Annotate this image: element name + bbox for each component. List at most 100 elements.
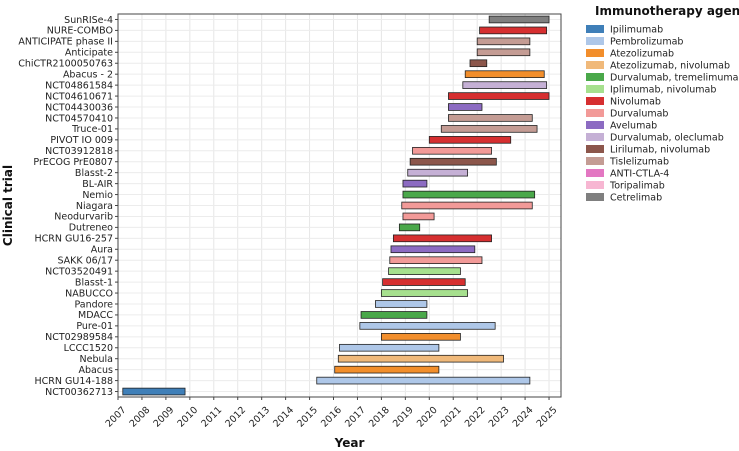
y-tick-label: PrECOG PrE0807 (33, 157, 113, 168)
legend-entry-label: Avelumab (610, 121, 657, 132)
y-tick-label: Aura (91, 245, 113, 256)
y-tick-label: ANTICIPATE phase II (18, 37, 113, 48)
legend-entry-label: Durvalumab, tremelimumab (610, 73, 739, 84)
trial-bar (462, 81, 548, 89)
x-tick-labels: 2007 2008 2009 2010 2011 2012 2013 2014 2015 2016… (104, 397, 560, 430)
trial-bars (122, 15, 550, 396)
x-tick-label: 2021 (439, 405, 464, 430)
y-tick-label: Pure-01 (76, 321, 113, 332)
trial-bar (389, 256, 483, 265)
trial-bar (428, 136, 512, 144)
trial-bar (407, 168, 469, 177)
legend-swatch (586, 61, 604, 69)
trial-bar (360, 311, 428, 319)
trial-bar (337, 354, 504, 363)
trial-bar (448, 103, 483, 111)
trial-bar (388, 267, 461, 275)
y-tick-label: Niagara (76, 201, 113, 212)
y-tick-label: Abacus (78, 365, 113, 376)
legend-swatch (586, 169, 604, 177)
y-tick-label: NCT04861584 (45, 80, 113, 91)
legend-swatch (586, 73, 604, 81)
y-axis-title: Clinical trial (1, 165, 15, 246)
x-tick-label: 2011 (199, 405, 224, 430)
y-tick-label: Truce-01 (71, 124, 113, 135)
trial-bar (390, 245, 476, 254)
trial-bar (398, 223, 421, 232)
legend-swatch (586, 37, 604, 45)
x-tick-label: 2015 (295, 405, 320, 430)
y-tick-label: HCRN GU16-257 (35, 234, 113, 245)
legend-entry-label: Cetrelimab (610, 193, 662, 204)
legend-swatch (586, 25, 604, 33)
y-tick-label: Pandore (74, 299, 113, 310)
trial-bar (402, 190, 536, 199)
legend-swatch (586, 121, 604, 129)
y-tick-label: Nemio (82, 190, 113, 201)
x-tick-label: 2013 (247, 405, 272, 430)
y-tick-label: NCT02989584 (45, 332, 113, 343)
legend-entry-label: Pembrolizumab (610, 37, 683, 48)
x-tick-label: 2014 (271, 405, 296, 430)
trial-bar (402, 212, 435, 221)
trial-bar (469, 59, 488, 68)
y-tick-label: Blasst-1 (75, 277, 113, 288)
y-tick-label: Abacus - 2 (63, 69, 113, 80)
legend-swatch (586, 97, 604, 105)
x-tick-label: 2009 (152, 405, 177, 430)
legend-swatch (586, 145, 604, 153)
trial-bar (476, 48, 531, 57)
legend-swatch (586, 85, 604, 93)
y-tick-label: NCT04430036 (45, 102, 113, 113)
y-tick-label: BL-AIR (82, 179, 113, 190)
x-tick-label: 2017 (343, 405, 368, 430)
x-tick-label: 2022 (463, 405, 488, 430)
y-tick-label: Neodurvarib (54, 212, 113, 223)
trial-bar (412, 146, 492, 155)
y-tick-label: Blasst-2 (75, 168, 113, 179)
y-tick-label: NCT00362713 (45, 387, 113, 398)
x-tick-label: 2012 (223, 405, 248, 430)
legend-entry-label: Ipilimumab (610, 25, 663, 36)
legend: Immunotherapy agent IpilimumabPembrolizu… (586, 4, 739, 204)
legend-swatch (586, 49, 604, 57)
trial-bar (402, 179, 428, 188)
trial-bar (382, 278, 466, 286)
x-tick-label: 2008 (128, 405, 153, 430)
y-tick-label: Nebula (80, 354, 113, 365)
x-tick-label: 2016 (319, 405, 344, 430)
legend-title: Immunotherapy agent (595, 4, 739, 18)
trial-bar (334, 365, 440, 374)
y-tick-label: HCRN GU14-188 (35, 376, 113, 387)
trial-bar (316, 376, 531, 385)
x-tick-label: 2023 (487, 405, 512, 430)
trial-bar (122, 387, 186, 396)
trial-bar (381, 333, 461, 341)
x-tick-label: 2007 (104, 405, 129, 430)
legend-entry-label: Atezolizumab (610, 49, 674, 60)
trial-bar (392, 234, 492, 243)
y-tick-label: NCT04610671 (45, 91, 113, 102)
y-tick-label: MDACC (78, 310, 113, 321)
y-tick-label: Dutreneo (69, 223, 113, 234)
y-tick-label: PIVOT IO 009 (50, 135, 113, 146)
legend-entry-label: Durvalumab (610, 109, 668, 120)
y-tick-label: NCT03520491 (45, 266, 113, 277)
trial-bar (464, 70, 545, 78)
y-tick-label: SunRISe-4 (64, 15, 113, 26)
y-tick-label: NURE-COMBO (47, 26, 113, 37)
trial-bar (479, 26, 548, 35)
trial-bar (448, 114, 533, 122)
y-tick-label: NCT03912818 (45, 146, 113, 157)
y-tick-label: Anticipate (65, 48, 113, 59)
trial-bar (409, 157, 497, 166)
y-tick-label: ChiCTR2100050763 (18, 59, 113, 70)
x-tick-label: 2025 (535, 405, 560, 430)
trial-bar (401, 201, 533, 210)
legend-entry-label: Nivolumab (610, 97, 661, 108)
legend-swatch (586, 133, 604, 141)
legend-swatch (586, 157, 604, 165)
x-tick-label: 2020 (415, 405, 440, 430)
trial-bar (476, 37, 531, 46)
